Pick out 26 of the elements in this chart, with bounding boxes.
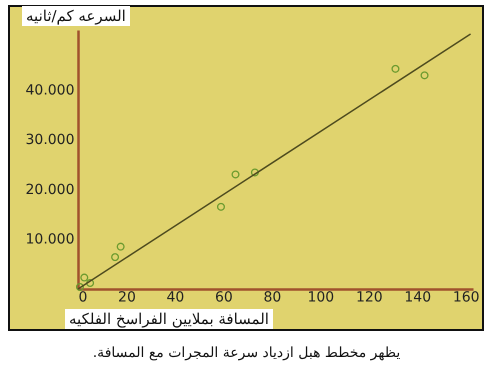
x-tick-label: 40 xyxy=(166,290,184,306)
x-tick-label: 20 xyxy=(118,290,136,306)
point xyxy=(391,64,400,73)
point xyxy=(111,253,120,262)
point xyxy=(216,202,225,211)
point xyxy=(80,274,88,282)
x-tick-label: 100 xyxy=(307,290,334,306)
y-tick-label: 10.000 xyxy=(26,232,74,248)
point xyxy=(86,279,94,288)
x-tick-label: 160 xyxy=(452,290,480,306)
y-axis-title: السرعه كم/ثانيه xyxy=(22,6,130,26)
x-tick-label: 140 xyxy=(404,290,432,306)
point xyxy=(420,71,429,80)
y-tick-label: 20.000 xyxy=(26,182,74,198)
point xyxy=(250,168,259,176)
point xyxy=(116,242,125,251)
x-tick-label: 0 xyxy=(78,290,88,306)
x-tick-label: 80 xyxy=(263,290,282,306)
x-axis-title: المسافة بملايين الفراسخ الفلكيه xyxy=(65,309,273,329)
x-tick-label: 120 xyxy=(356,290,383,306)
point xyxy=(76,283,84,292)
text: يظهر مخطط هبل ازدياد سرعة المجرات مع المسافة. xyxy=(92,345,402,361)
y-tick-label: 40.000 xyxy=(26,82,74,98)
x-tick-label: 60 xyxy=(214,290,233,306)
point xyxy=(232,170,240,178)
y-tick-label: 30.000 xyxy=(26,132,74,148)
